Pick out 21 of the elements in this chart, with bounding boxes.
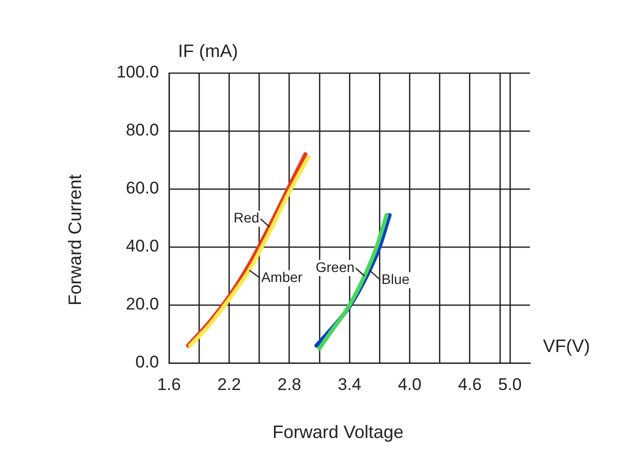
y-tick-label: 20.0 [126,294,159,314]
x-tick-label: 2.8 [278,374,302,394]
series-label: Amber [261,269,303,286]
y-tick-label: 100.0 [116,62,159,82]
y-tick-label: 80.0 [126,120,159,140]
y-tick-label: 0.0 [135,352,159,372]
x-tick-label: 4.0 [398,374,422,394]
y-tick-label: 60.0 [126,178,159,198]
y-tick-label: 40.0 [126,236,159,256]
series-label: Green [316,258,355,275]
series-label: Red [234,210,260,226]
text: IF (mA) [178,40,238,61]
text: VF(V) [543,336,590,356]
x-tick-label: 1.6 [157,374,181,394]
x-tick-label: 5.0 [498,374,522,394]
x-tick-label: 2.2 [217,374,241,394]
x-tick-label: 3.4 [338,374,362,394]
series-label: Blue [382,271,410,288]
x-axis-title: Forward Voltage [272,422,404,442]
x-tick-label: 4.6 [458,374,482,394]
y-axis-title: Forward Current [64,174,85,306]
